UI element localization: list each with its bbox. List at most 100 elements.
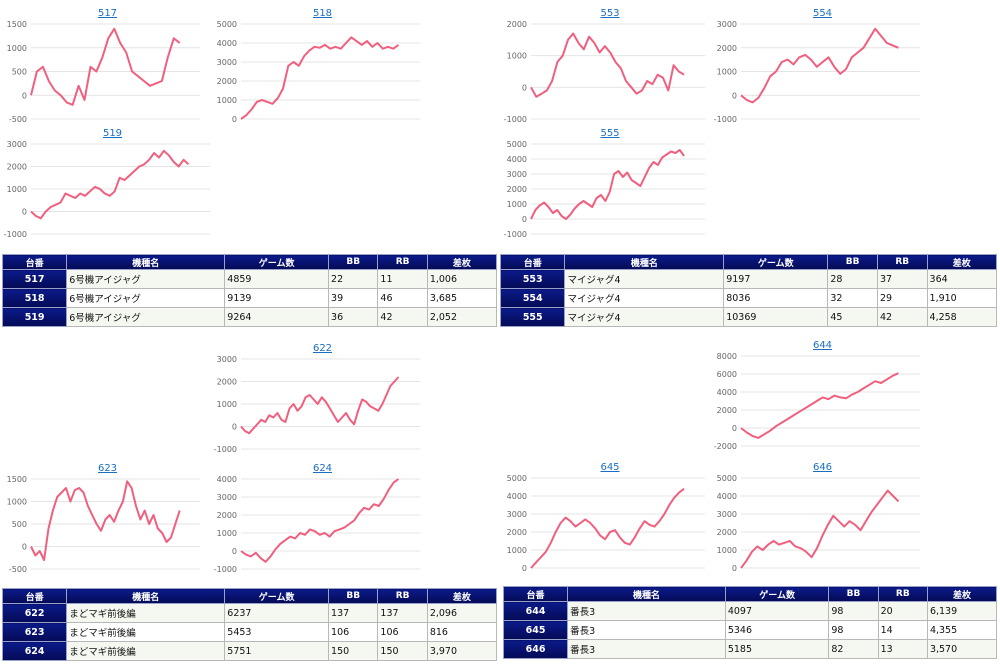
table-cell: 6号機アイジャグ <box>66 288 226 308</box>
column-header: RB <box>377 588 428 604</box>
machine-number-cell: 555 <box>499 307 566 327</box>
table-cell: 364 <box>926 269 998 289</box>
y-tick-label: 1500 <box>7 20 27 29</box>
table-cell: 番長3 <box>567 620 726 640</box>
y-tick-label: 1000 <box>217 96 237 105</box>
y-tick-label: 2000 <box>717 44 737 53</box>
y-tick-label: 4000 <box>507 155 527 164</box>
table-cell: 2,052 <box>426 307 498 327</box>
chart-title-link[interactable]: 517 <box>97 8 118 19</box>
chart-title-link[interactable]: 624 <box>312 463 333 474</box>
series-line <box>740 489 900 569</box>
chart-title-link[interactable]: 554 <box>812 8 833 19</box>
machine-number-cell: 623 <box>1 622 68 642</box>
table-cell: 5185 <box>724 639 830 659</box>
table-cell: 137 <box>328 603 379 623</box>
table-cell: まどマギ前後編 <box>66 622 226 642</box>
chart-title-link[interactable]: 518 <box>312 8 333 19</box>
chart-624: 624 4000 3000 2000 1000 0 -1000 <box>214 463 430 574</box>
y-tick-label: -1000 <box>214 565 237 574</box>
table-cell: 36 <box>328 307 379 327</box>
table-row: 519 6号機アイジャグ 9264 36 42 2,052 <box>1 307 498 327</box>
table-cell: 1,006 <box>426 269 498 289</box>
y-tick-label: 0 <box>22 91 27 100</box>
column-header: 台番 <box>499 254 566 270</box>
column-header: 機種名 <box>567 586 726 602</box>
y-tick-label: 5000 <box>217 20 237 29</box>
y-tick-label: 0 <box>732 91 737 100</box>
table-cell: 3,685 <box>426 288 498 308</box>
chart-title-link[interactable]: 553 <box>600 8 620 19</box>
series-line <box>30 149 190 220</box>
table-cell: 5346 <box>724 620 830 640</box>
series-line <box>30 480 181 561</box>
y-tick-label: 2000 <box>717 528 737 537</box>
chart-519: 519 3000 2000 1000 0 -1000 <box>4 128 220 239</box>
y-tick-label: 0 <box>232 115 237 124</box>
series-line <box>240 478 400 563</box>
column-header: BB <box>827 254 878 270</box>
table-cell: 6237 <box>224 603 330 623</box>
machine-number-cell: 646 <box>502 639 569 659</box>
table-cell: 3,570 <box>926 639 998 659</box>
y-tick-label: 3000 <box>717 20 737 29</box>
machine-number-cell: 553 <box>499 269 566 289</box>
column-header: ゲーム数 <box>724 586 830 602</box>
series-line <box>240 376 400 435</box>
table-cell: 816 <box>426 622 498 642</box>
column-header: BB <box>328 588 379 604</box>
y-tick-label: 3000 <box>7 140 27 149</box>
machine-number-cell: 519 <box>1 307 68 327</box>
y-tick-label: 1000 <box>217 400 237 409</box>
machine-number-cell: 622 <box>1 603 68 623</box>
table-cell: 46 <box>377 288 428 308</box>
y-tick-label: 2000 <box>717 406 737 415</box>
y-tick-label: 5000 <box>717 474 737 483</box>
column-header: BB <box>328 254 379 270</box>
chart-title-link[interactable]: 622 <box>312 343 333 354</box>
table-cell: 45 <box>827 307 878 327</box>
table-cell: 8036 <box>723 288 829 308</box>
column-header: 差枚 <box>926 254 998 270</box>
y-tick-label: 8000 <box>717 352 737 361</box>
chart-title-link[interactable]: 519 <box>102 128 123 139</box>
table-cell: 10369 <box>723 307 829 327</box>
table-cell: 5453 <box>224 622 330 642</box>
table-cell: 13 <box>877 639 928 659</box>
column-header: 機種名 <box>66 588 226 604</box>
y-tick-label: 4000 <box>217 475 237 484</box>
y-tick-label: 2000 <box>507 528 527 537</box>
table-cell: 4097 <box>724 601 830 621</box>
chart-623: 623 1500 1000 500 0 -500 <box>5 463 210 574</box>
chart-title-link[interactable]: 646 <box>812 462 833 473</box>
y-tick-label: 3000 <box>217 493 237 502</box>
machine-table-553-555: 台番 機種名 ゲーム数 BB RB 差枚 553 マイジャグ4 9197 28 37 364 554 マイ… <box>499 254 998 327</box>
y-tick-label: 0 <box>232 423 237 432</box>
chart-title-link[interactable]: 644 <box>812 340 833 351</box>
y-tick-label: 5000 <box>507 474 527 483</box>
machine-number-cell: 624 <box>1 641 68 661</box>
chart-646: 646 5000 4000 3000 2000 1000 0 <box>715 462 930 573</box>
y-tick-label: 1000 <box>507 52 527 61</box>
y-tick-label: 2000 <box>7 163 27 172</box>
table-cell: 9139 <box>224 288 330 308</box>
y-tick-label: 0 <box>232 547 237 556</box>
column-header: 差枚 <box>926 586 998 602</box>
y-tick-label: -1000 <box>214 445 237 454</box>
table-cell: 番長3 <box>567 601 726 621</box>
chart-title-link[interactable]: 555 <box>600 128 620 139</box>
table-cell: 37 <box>876 269 928 289</box>
y-tick-label: 1000 <box>7 498 27 507</box>
y-tick-label: 1000 <box>217 529 237 538</box>
machine-table-644-646: 台番 機種名 ゲーム数 BB RB 差枚 644 番長3 4097 98 20 6,139 645 番長3… <box>502 586 998 659</box>
column-header: RB <box>377 254 428 270</box>
series-line <box>30 27 181 106</box>
y-tick-label: -500 <box>9 565 27 574</box>
y-tick-label: 5000 <box>507 140 527 149</box>
table-row: 554 マイジャグ4 8036 32 29 1,910 <box>499 288 998 308</box>
chart-title-link[interactable]: 645 <box>600 462 620 473</box>
column-header: ゲーム数 <box>723 254 829 270</box>
chart-title-link[interactable]: 623 <box>97 463 118 474</box>
chart-553: 553 2000 1000 0 -1000 <box>504 8 715 124</box>
y-tick-label: 1000 <box>717 68 737 77</box>
